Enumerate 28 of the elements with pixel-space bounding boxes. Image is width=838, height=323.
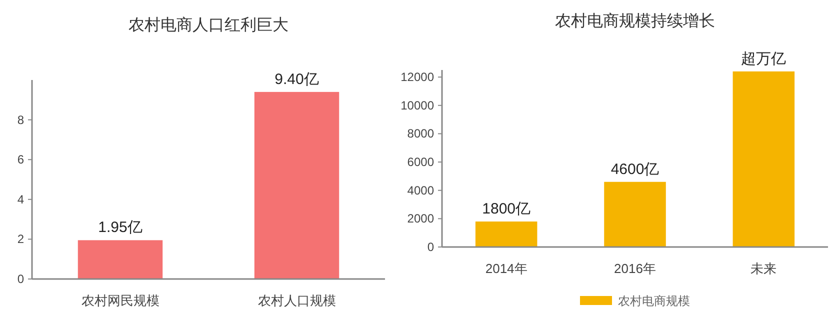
- x-tick-label: 2016年: [614, 261, 656, 276]
- legend-label: 农村电商规模: [618, 294, 690, 308]
- y-tick-label: 8: [17, 112, 24, 127]
- y-tick-label: 6: [17, 152, 24, 167]
- data-label: 1800亿: [482, 200, 531, 218]
- x-tick-label: 农村网民规模: [81, 293, 160, 308]
- y-tick-label: 12000: [400, 70, 434, 84]
- y-tick-label: 0: [17, 272, 24, 286]
- x-tick-label: 2014年: [485, 261, 528, 276]
- x-tick-label: 农村人口规模: [258, 293, 336, 308]
- chart-title: 农村电商人口红利巨大: [128, 16, 288, 34]
- bar: [604, 182, 666, 247]
- y-tick-label: 0: [427, 240, 434, 254]
- bar: [475, 222, 538, 247]
- x-tick-label: 未来: [750, 261, 777, 276]
- data-label: 9.40亿: [274, 70, 319, 88]
- y-tick-label: 2000: [407, 212, 434, 226]
- y-tick-label: 4: [17, 192, 24, 206]
- bar: [732, 71, 795, 247]
- data-label: 1.95亿: [98, 219, 142, 236]
- chart-title: 农村电商规模持续增长: [555, 12, 715, 30]
- y-tick-label: 10000: [400, 98, 434, 112]
- y-tick-label: 4000: [407, 183, 434, 198]
- data-label: 超万亿: [741, 50, 786, 68]
- data-label: 4600亿: [610, 160, 660, 178]
- y-tick-label: 6000: [407, 155, 434, 170]
- y-tick-label: 8000: [407, 126, 434, 141]
- y-tick-label: 2: [17, 232, 24, 246]
